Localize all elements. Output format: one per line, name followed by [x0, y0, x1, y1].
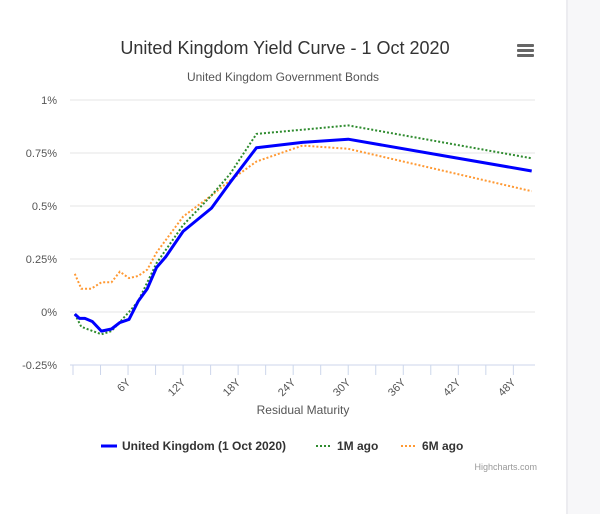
y-tick-label: 0%: [41, 307, 57, 319]
series-line[interactable]: [73, 124, 532, 336]
y-tick-label: 0.25%: [26, 254, 57, 266]
series-line[interactable]: [73, 137, 532, 333]
legend-label: 6M ago: [422, 439, 463, 453]
legend-label: 1M ago: [337, 439, 378, 453]
x-tick-label: 42Y: [441, 376, 464, 399]
y-tick-label: 0.75%: [26, 148, 57, 160]
x-tick-label: 18Y: [221, 376, 244, 399]
x-tick-label: 48Y: [496, 376, 519, 399]
x-tick-label: 24Y: [276, 376, 299, 399]
y-tick-label: -0.25%: [22, 360, 57, 372]
legend-item[interactable]: 6M ago: [401, 439, 463, 453]
legend-item[interactable]: 1M ago: [316, 439, 378, 453]
y-tick-label: 1%: [41, 95, 57, 107]
hamburger-menu-icon[interactable]: [517, 44, 534, 57]
x-tick-label: 12Y: [166, 376, 189, 399]
x-tick-label: 36Y: [386, 376, 409, 399]
legend-item[interactable]: United Kingdom (1 Oct 2020): [101, 439, 286, 453]
legend-label: United Kingdom (1 Oct 2020): [122, 439, 286, 453]
y-tick-label: 0.5%: [32, 201, 57, 213]
x-tick-label: 6Y: [115, 376, 133, 394]
highcharts-credit[interactable]: Highcharts.com: [474, 462, 537, 472]
side-panel: [566, 0, 600, 514]
chart-subtitle: United Kingdom Government Bonds: [187, 70, 379, 84]
x-axis-title: Residual Maturity: [257, 403, 350, 417]
x-tick-label: 30Y: [331, 376, 354, 399]
chart-title: United Kingdom Yield Curve - 1 Oct 2020: [120, 38, 449, 58]
series-line[interactable]: [73, 144, 532, 290]
